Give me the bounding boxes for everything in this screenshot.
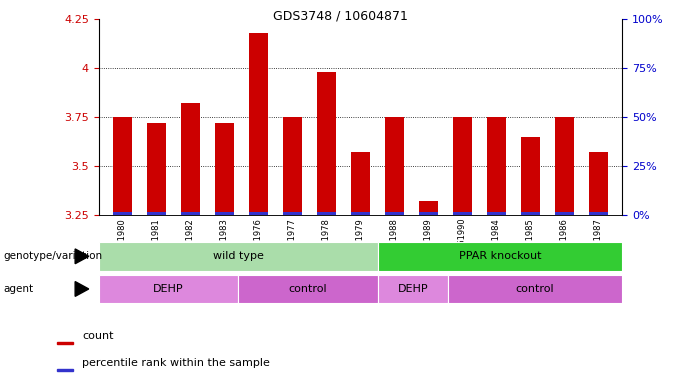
Bar (317, 212, 336, 215)
Bar (249, 33, 268, 215)
Bar (99, 242, 378, 271)
Text: control: control (515, 284, 554, 294)
Bar (147, 212, 166, 215)
Bar (215, 212, 234, 215)
Bar (419, 212, 438, 215)
Bar (113, 212, 132, 215)
Text: DEHP: DEHP (153, 284, 184, 294)
Bar (57, 369, 73, 371)
Text: control: control (289, 284, 327, 294)
Bar (447, 275, 622, 303)
Bar (181, 103, 200, 215)
Bar (181, 212, 200, 215)
Bar (113, 117, 132, 215)
Bar (378, 242, 622, 271)
Bar (453, 117, 472, 215)
Bar (385, 212, 404, 215)
Bar (215, 123, 234, 215)
Text: DEHP: DEHP (397, 284, 428, 294)
Bar (283, 212, 302, 215)
Bar (317, 72, 336, 215)
Bar (555, 212, 574, 215)
Bar (521, 212, 540, 215)
Text: genotype/variation: genotype/variation (3, 251, 103, 262)
Text: count: count (82, 331, 114, 341)
Bar (487, 212, 506, 215)
Bar (147, 123, 166, 215)
Text: wild type: wild type (213, 251, 264, 262)
Bar (378, 275, 447, 303)
Bar (57, 342, 73, 344)
Bar (99, 275, 238, 303)
Polygon shape (75, 281, 88, 296)
Bar (249, 212, 268, 215)
Bar (589, 152, 608, 215)
Bar (351, 152, 370, 215)
Bar (238, 275, 378, 303)
Text: percentile rank within the sample: percentile rank within the sample (82, 358, 270, 368)
Bar (555, 117, 574, 215)
Polygon shape (75, 249, 88, 264)
Bar (283, 117, 302, 215)
Bar (521, 137, 540, 215)
Bar (453, 212, 472, 215)
Bar (385, 117, 404, 215)
Text: agent: agent (3, 284, 33, 294)
Text: GDS3748 / 10604871: GDS3748 / 10604871 (273, 10, 407, 23)
Bar (351, 212, 370, 215)
Text: PPAR knockout: PPAR knockout (459, 251, 541, 262)
Bar (419, 201, 438, 215)
Bar (589, 212, 608, 215)
Bar (487, 117, 506, 215)
